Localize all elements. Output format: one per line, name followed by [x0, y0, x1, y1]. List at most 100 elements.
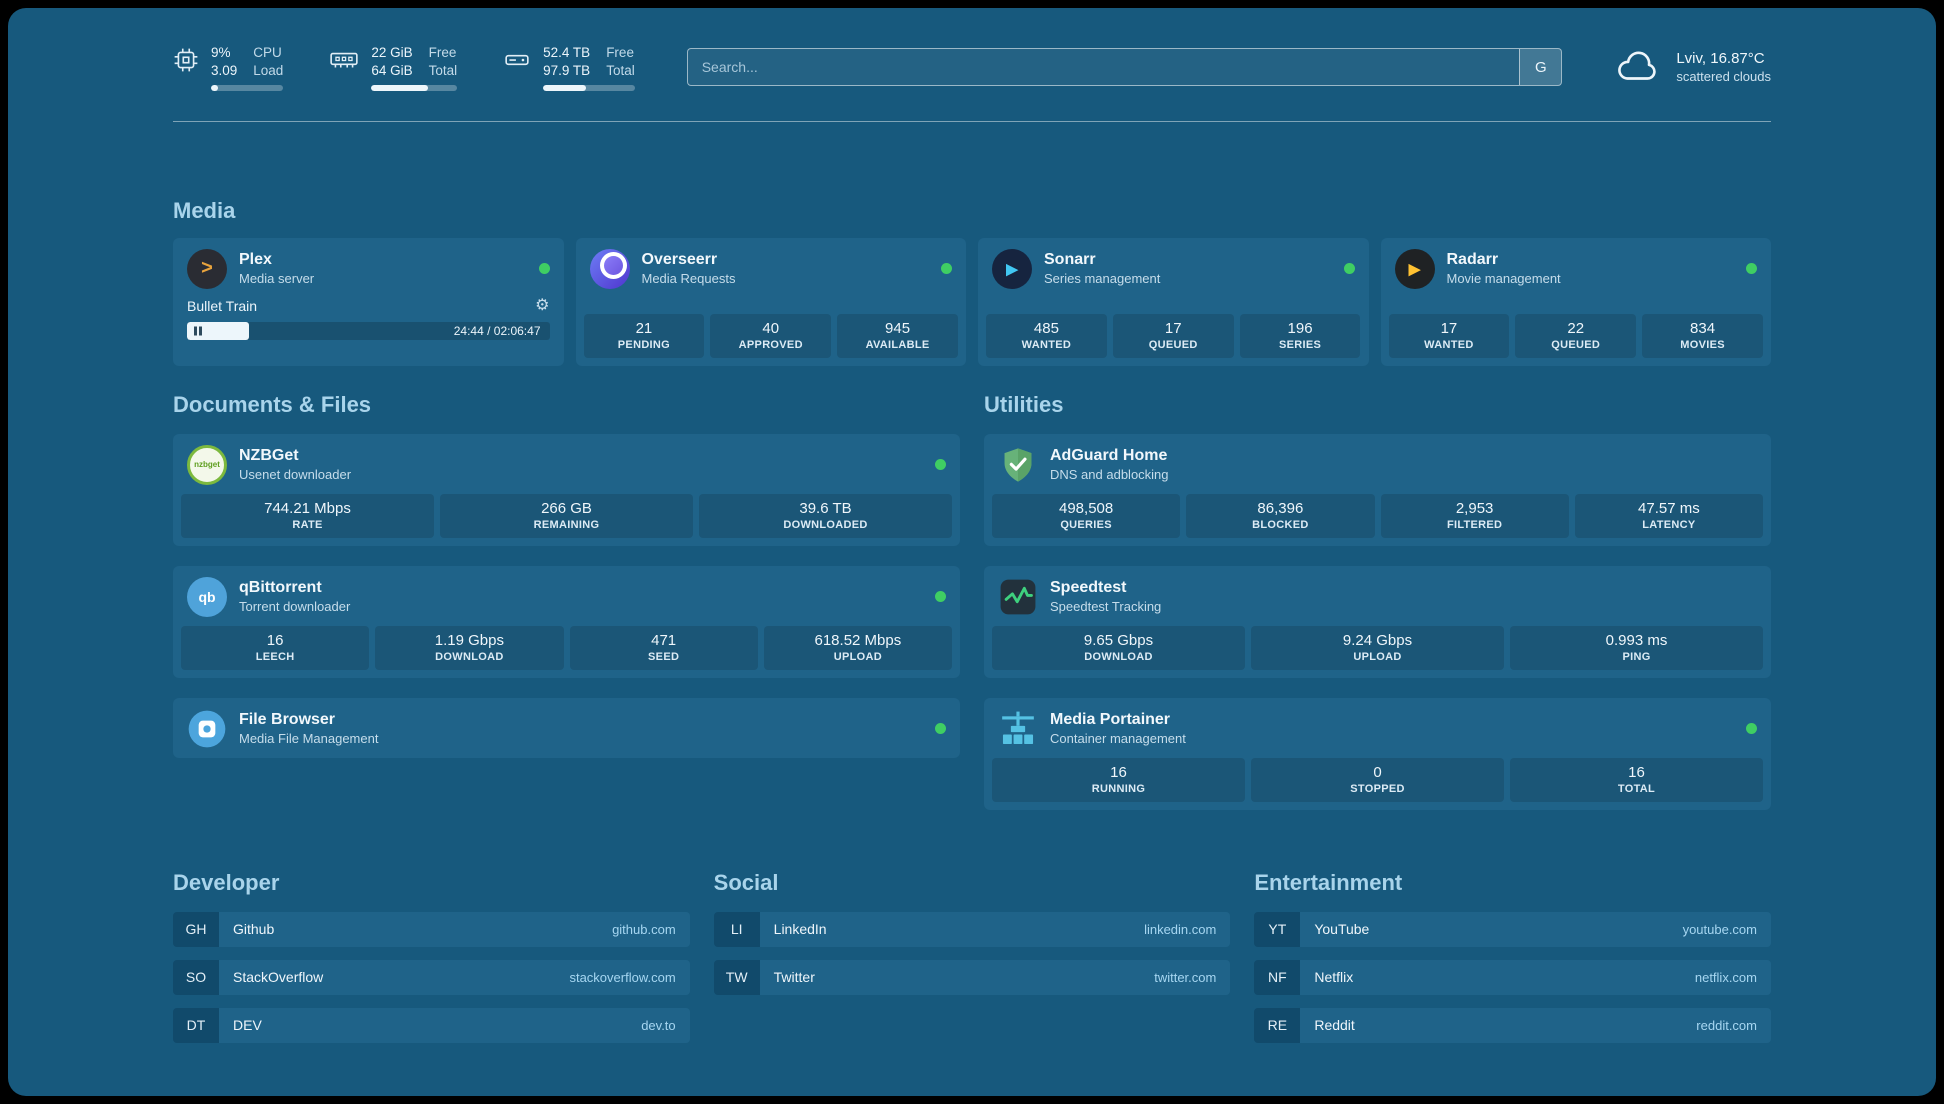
app-subtitle: Usenet downloader: [239, 467, 352, 483]
weather-location: Lviv, 16.87°C: [1676, 50, 1765, 68]
app-subtitle: DNS and adblocking: [1050, 467, 1169, 483]
nzbget-app-link[interactable]: nzbget NZBGet Usenet downloader: [173, 434, 960, 494]
bookmark-linkedin[interactable]: LI LinkedIn linkedin.com: [713, 911, 1231, 947]
weather-widget: Lviv, 16.87°C scattered clouds: [1614, 47, 1771, 87]
app-subtitle: Torrent downloader: [239, 599, 351, 615]
stat-tile: 945 AVAILABLE: [837, 313, 958, 358]
cpu-load-value: 3.09: [211, 62, 238, 78]
nzbget-icon: nzbget: [187, 444, 227, 485]
app-title: Sonarr: [1044, 251, 1096, 269]
utilities-section: Utilities: [984, 392, 1771, 810]
ram-total-value: 64 GiB: [371, 62, 413, 78]
disk-progress-fill: [543, 84, 587, 91]
bookmark-twitter[interactable]: TW Twitter twitter.com: [713, 959, 1231, 995]
pause-icon[interactable]: [194, 326, 202, 336]
cpu-usage-value: 9%: [211, 45, 231, 60]
disk-metric: 52.4 TB 97.9 TB Free Total: [503, 44, 635, 91]
ram-free-label: Free: [428, 45, 457, 60]
ram-progress-bar: [371, 84, 458, 91]
stat-tile: 86,396 BLOCKED: [1186, 493, 1375, 538]
app-title: AdGuard Home: [1050, 447, 1168, 465]
bookmark-url: twitter.com: [1154, 969, 1217, 985]
portainer-crane-icon: [998, 709, 1038, 749]
cloud-icon: [1614, 47, 1662, 87]
bookmark-url: stackoverflow.com: [569, 969, 676, 985]
bookmark-reddit[interactable]: RE Reddit reddit.com: [1254, 1007, 1771, 1043]
bookmark-abbr: RE: [1254, 1007, 1301, 1043]
topbar-divider: [173, 120, 1771, 122]
bookmark-name: YouTube: [1314, 921, 1370, 938]
documents-section: Documents & Files nzbget NZBGet Usenet d…: [173, 392, 960, 810]
stat-tile: 21 PENDING: [583, 313, 705, 358]
developer-heading: Developer: [173, 869, 280, 895]
bookmark-name: LinkedIn: [773, 921, 827, 938]
ram-free-value: 22 GiB: [371, 45, 413, 60]
status-dot: [935, 591, 946, 603]
qbittorrent-app-link[interactable]: qb qBittorrent Torrent downloader: [173, 566, 960, 626]
plex-card: > Plex Media server Bullet Train ⚙: [173, 237, 564, 366]
disk-progress-bar: [543, 84, 635, 91]
stat-tile: 16 TOTAL: [1510, 757, 1763, 802]
disk-total-value: 97.9 TB: [543, 62, 591, 78]
stat-tile: 22 QUEUED: [1515, 313, 1637, 358]
bookmark-name: Github: [233, 921, 275, 938]
media-heading: Media: [173, 197, 236, 223]
cpu-usage-label: CPU: [253, 45, 282, 60]
sonarr-app-link[interactable]: ▶ Sonarr Series management: [978, 238, 1369, 298]
disk-free-value: 52.4 TB: [543, 45, 591, 60]
radarr-card: ▶ Radarr Movie management 17 WANTED: [1380, 237, 1772, 366]
stat-tile: 17 QUEUED: [1112, 313, 1234, 358]
adguard-shield-icon: [998, 445, 1038, 485]
qbittorrent-card: qb qBittorrent Torrent downloader 16 LEE…: [173, 565, 960, 678]
bookmark-stackoverflow[interactable]: SO StackOverflow stackoverflow.com: [173, 959, 690, 995]
stat-tile: 2,953 FILTERED: [1380, 493, 1569, 538]
bookmark-url: linkedin.com: [1144, 921, 1217, 937]
gear-icon[interactable]: ⚙: [535, 296, 550, 314]
bookmark-abbr: NF: [1254, 959, 1301, 995]
bookmark-url: dev.to: [641, 1017, 676, 1033]
disk-free-label: Free: [606, 45, 634, 60]
entertainment-heading: Entertainment: [1254, 869, 1403, 895]
app-subtitle: Speedtest Tracking: [1050, 599, 1162, 615]
portainer-app-link[interactable]: Media Portainer Container management: [984, 698, 1771, 758]
bookmark-youtube[interactable]: YT YouTube youtube.com: [1254, 911, 1771, 947]
bookmark-abbr: GH: [173, 911, 219, 947]
bookmark-name: Twitter: [773, 969, 815, 986]
app-subtitle: Series management: [1044, 271, 1161, 287]
bookmark-name: StackOverflow: [233, 969, 324, 986]
radarr-app-link[interactable]: ▶ Radarr Movie management: [1381, 238, 1772, 298]
stat-tile: 485 WANTED: [986, 313, 1107, 358]
search-engine-button[interactable]: G: [1519, 49, 1562, 86]
app-title: Speedtest: [1050, 579, 1127, 597]
overseerr-app-link[interactable]: Overseerr Media Requests: [576, 238, 967, 298]
utilities-heading: Utilities: [984, 391, 1064, 417]
cpu-progress-fill: [211, 84, 218, 91]
stat-tile: 618.52 Mbps UPLOAD: [763, 625, 952, 670]
speedtest-pulse-icon: [998, 577, 1038, 617]
qbittorrent-icon: qb: [187, 576, 227, 617]
status-dot: [1343, 263, 1355, 275]
cpu-icon: [173, 47, 199, 73]
ram-icon: [329, 47, 359, 73]
system-metrics: 9% 3.09 CPU Load: [173, 44, 635, 91]
bookmark-dev[interactable]: DT DEV dev.to: [173, 1007, 690, 1043]
app-subtitle: Media Requests: [641, 271, 736, 287]
app-subtitle: Movie management: [1446, 271, 1561, 287]
playback-progress-fill: [187, 321, 249, 340]
adguard-app-link[interactable]: AdGuard Home DNS and adblocking: [984, 434, 1771, 494]
app-title: Media Portainer: [1050, 711, 1171, 729]
stat-tile: 39.6 TB DOWNLOADED: [699, 493, 952, 538]
speedtest-app-link[interactable]: Speedtest Speedtest Tracking: [984, 566, 1771, 626]
status-dot: [941, 263, 952, 275]
bookmark-github[interactable]: GH Github github.com: [173, 911, 690, 947]
radarr-icon: ▶: [1394, 248, 1435, 289]
speedtest-card: Speedtest Speedtest Tracking 9.65 Gbps D…: [984, 565, 1771, 678]
weather-condition: scattered clouds: [1676, 69, 1771, 85]
bookmark-netflix[interactable]: NF Netflix netflix.com: [1254, 959, 1771, 995]
filebrowser-app-link[interactable]: File Browser Media File Management: [173, 698, 960, 758]
search-input[interactable]: [686, 48, 1563, 87]
plex-app-link[interactable]: > Plex Media server: [173, 238, 564, 298]
bookmark-abbr: SO: [173, 959, 219, 995]
stat-tile: 16 RUNNING: [992, 757, 1245, 802]
playback-progress-bar[interactable]: 24:44 / 02:06:47: [187, 321, 550, 340]
